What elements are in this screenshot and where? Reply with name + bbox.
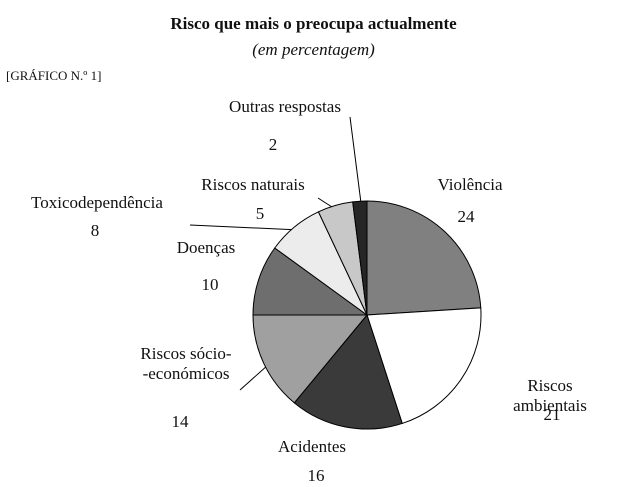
slice-label: Acidentes [278,437,346,456]
pie-slice [252,247,369,316]
slice-value: 10 [201,275,219,294]
slice-value: 2 [268,135,278,154]
pie-slice [252,314,369,404]
leader-line [189,224,301,231]
pie-slice [366,307,482,425]
pie-slice [293,313,403,430]
slice-label: Doenças [176,238,236,257]
pie-slice [366,200,482,316]
slice-label: Riscos naturais [201,175,305,194]
leader-lines [189,116,362,391]
slice-value: 21 [543,405,561,424]
slice-value: 5 [255,204,265,223]
chart-title: Risco que mais o preocupa actualmente [170,14,457,33]
slice-label: Violência [437,175,503,194]
leader-line [317,197,333,208]
pie-slice [352,200,368,316]
slice-value: 24 [457,207,475,226]
annotation: [GRÁFICO N.º 1] [6,68,102,83]
slice-label: Riscos sócio- -económicos [140,344,232,383]
leader-line [239,364,269,391]
slice-value: 8 [90,221,100,240]
slice-value: 14 [171,412,189,431]
slice-label: Outras respostas [229,97,341,116]
slice-value: 16 [307,466,325,485]
chart-subtitle: (em percentagem) [252,40,375,59]
slice-label: Toxicodependência [31,193,163,212]
leader-line [349,116,362,204]
slice-label: Riscos ambientais [513,376,587,415]
